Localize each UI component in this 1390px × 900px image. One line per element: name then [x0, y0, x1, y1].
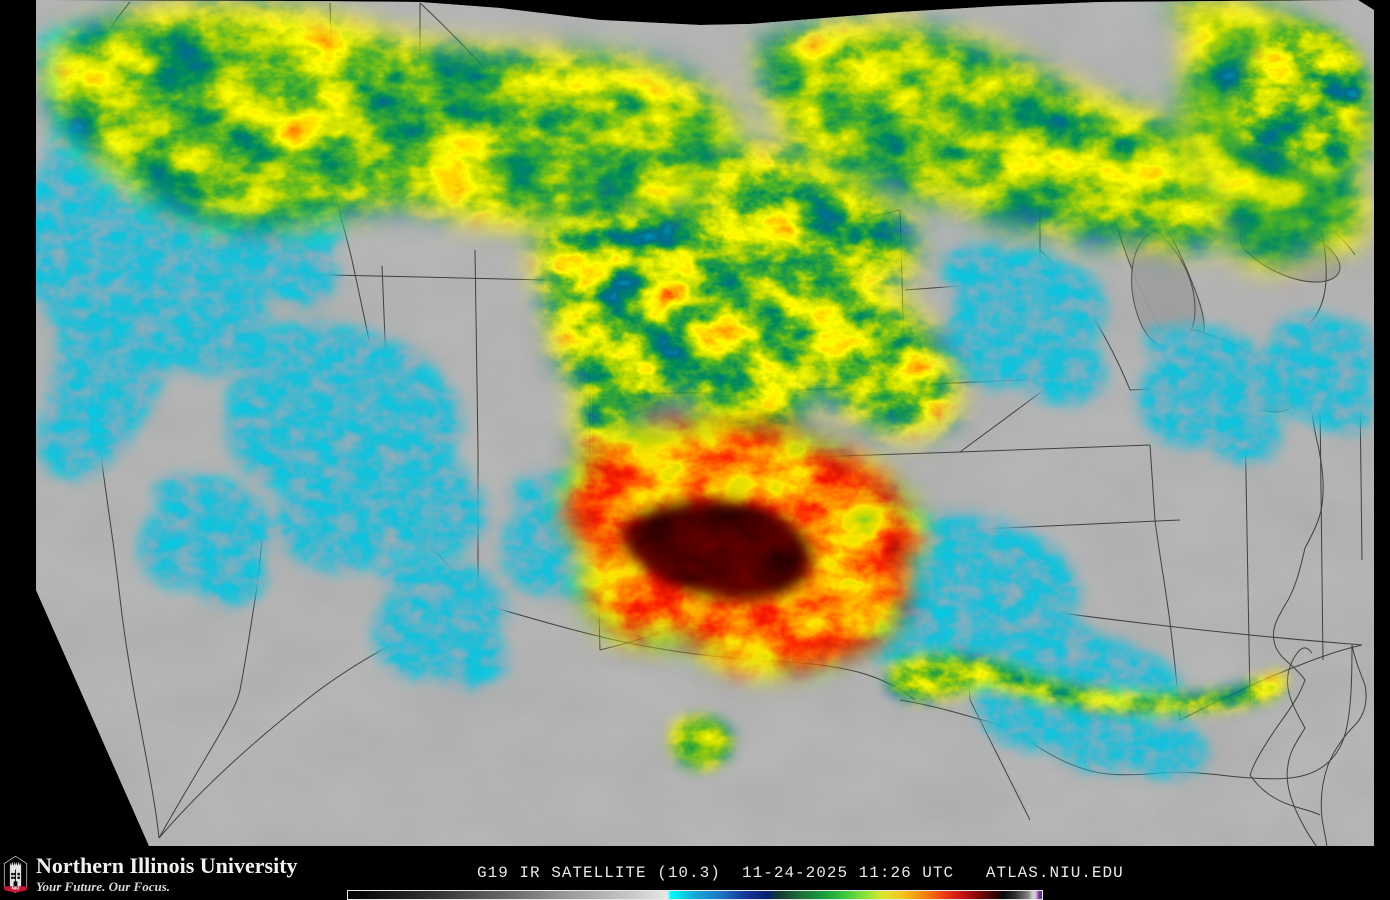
- svg-text:NIU: NIU: [12, 886, 20, 891]
